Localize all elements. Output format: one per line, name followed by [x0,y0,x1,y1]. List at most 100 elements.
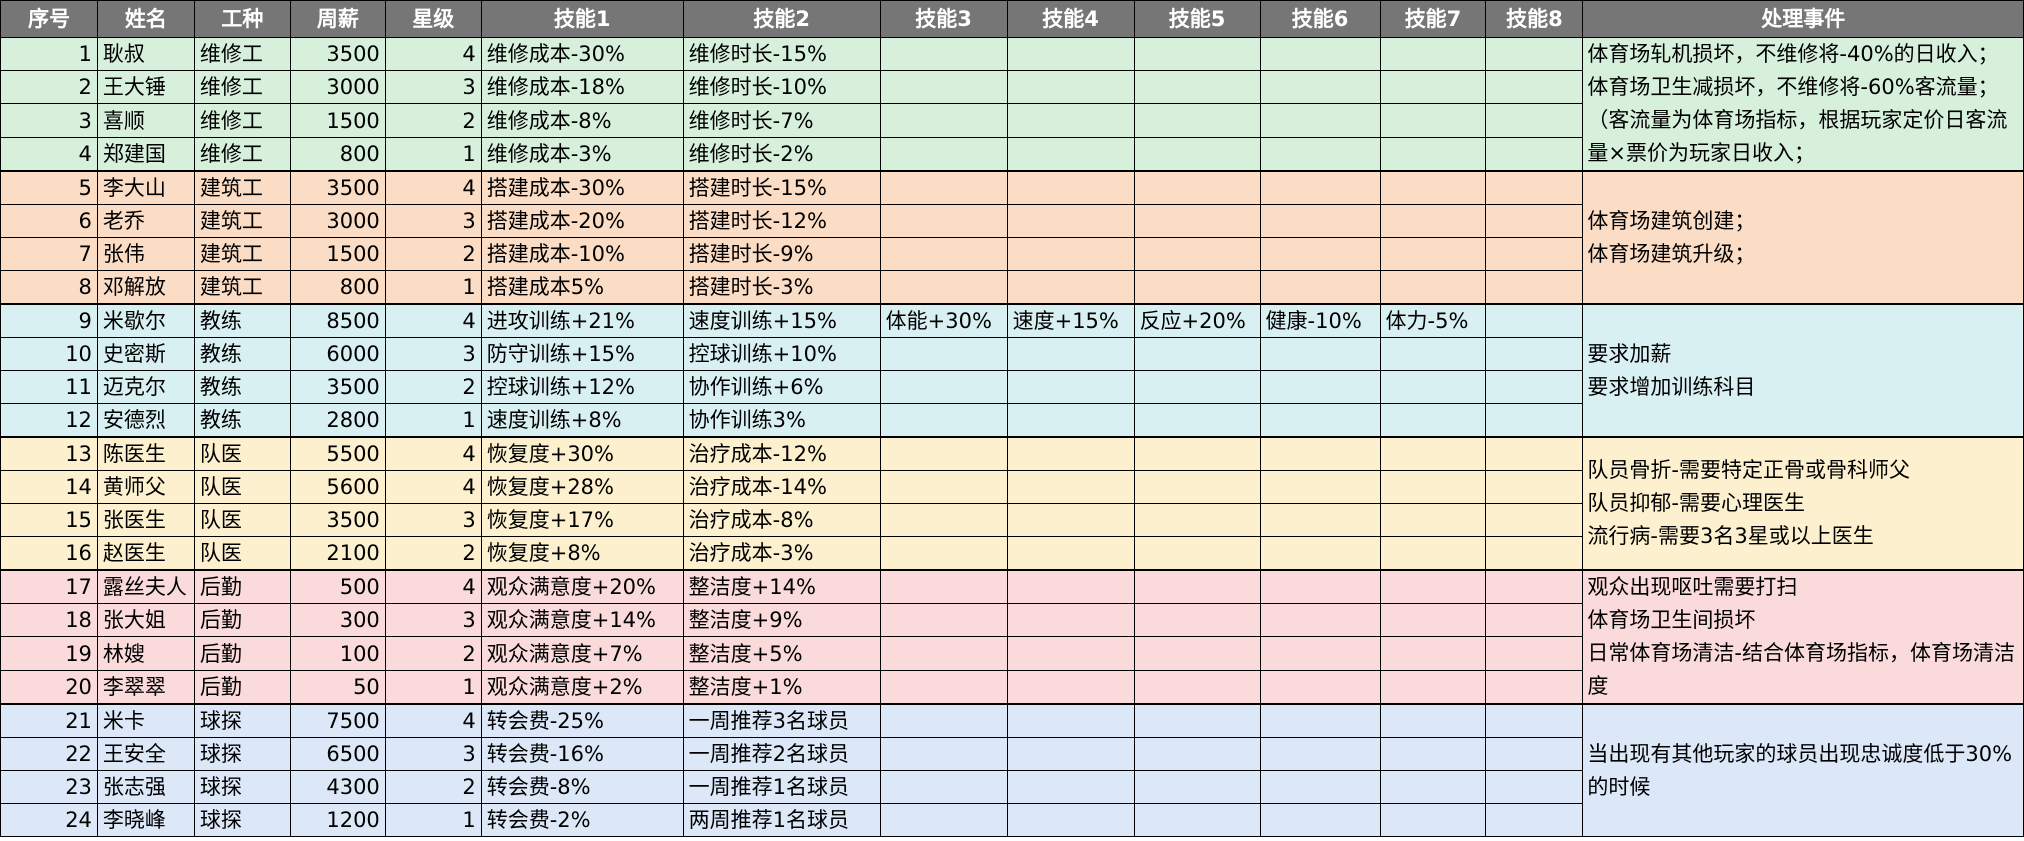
cell-skill-5[interactable] [1133,470,1261,504]
cell-star[interactable]: 3 [384,204,482,238]
cell-index[interactable]: 14 [0,470,98,504]
cell-star[interactable]: 3 [384,503,482,537]
cell-skill-1[interactable]: 维修成本-18% [480,70,684,105]
cell-skill-1[interactable]: 维修成本-30% [480,36,684,72]
cell-skill-6[interactable] [1259,103,1381,138]
cell-skill-5[interactable] [1133,569,1261,605]
cell-skill-5[interactable] [1133,36,1261,72]
cell-skill-5[interactable] [1133,436,1261,471]
cell-skill-8[interactable] [1485,470,1584,504]
cell-skill-2[interactable]: 整洁度+5% [682,636,881,671]
cell-index[interactable]: 1 [0,36,98,72]
cell-skill-5[interactable] [1133,803,1261,837]
cell-skill-2[interactable]: 搭建时长-12% [682,204,881,238]
cell-name[interactable]: 张志强 [96,770,195,804]
cell-star[interactable]: 1 [384,803,482,837]
cell-skill-3[interactable] [879,36,1008,72]
cell-skill-8[interactable] [1485,703,1584,738]
cell-skill-6[interactable] [1259,503,1381,537]
cell-skill-6[interactable] [1259,803,1381,837]
cell-skill-8[interactable] [1485,669,1584,705]
cell-name[interactable]: 老乔 [96,204,195,238]
cell-salary[interactable]: 500 [289,569,386,605]
cell-skill-1[interactable]: 搭建成本-10% [480,237,684,271]
cell-skill-5[interactable] [1133,669,1261,705]
cell-index[interactable]: 16 [0,536,98,571]
cell-skill-6[interactable] [1259,737,1381,771]
cell-skill-7[interactable] [1379,337,1487,371]
cell-skill-2[interactable]: 协作训练+6% [682,370,881,404]
cell-skill-2[interactable]: 控球训练+10% [682,337,881,371]
cell-job[interactable]: 建筑工 [193,204,291,238]
cell-skill-2[interactable]: 整洁度+14% [682,569,881,605]
cell-skill-5[interactable] [1133,403,1261,438]
cell-skill-5[interactable] [1133,170,1261,205]
cell-skill-3[interactable] [879,503,1008,537]
cell-skill-5[interactable] [1133,204,1261,238]
cell-skill-7[interactable] [1379,403,1487,438]
column-header[interactable]: 工种 [193,0,291,38]
cell-index[interactable]: 23 [0,770,98,804]
cell-skill-6[interactable] [1259,204,1381,238]
cell-skill-2[interactable]: 治疗成本-12% [682,436,881,471]
cell-skill-6[interactable] [1259,136,1381,172]
cell-skill-4[interactable] [1006,36,1135,72]
cell-skill-4[interactable] [1006,603,1135,638]
cell-skill-3[interactable] [879,436,1008,471]
cell-skill-7[interactable] [1379,470,1487,504]
cell-name[interactable]: 迈克尔 [96,370,195,404]
cell-star[interactable]: 4 [384,170,482,205]
cell-index[interactable]: 24 [0,803,98,837]
cell-name[interactable]: 米歇尔 [96,303,195,338]
cell-name[interactable]: 李晓峰 [96,803,195,837]
cell-skill-5[interactable] [1133,70,1261,105]
cell-index[interactable]: 6 [0,204,98,238]
cell-job[interactable]: 球探 [193,770,291,804]
cell-skill-6[interactable] [1259,536,1381,571]
cell-skill-3[interactable] [879,669,1008,705]
cell-name[interactable]: 李大山 [96,170,195,205]
cell-skill-3[interactable] [879,803,1008,837]
cell-name[interactable]: 赵医生 [96,536,195,571]
cell-skill-6[interactable] [1259,603,1381,638]
cell-skill-4[interactable] [1006,70,1135,105]
column-header[interactable]: 技能6 [1259,0,1381,38]
cell-name[interactable]: 王安全 [96,737,195,771]
cell-job[interactable]: 教练 [193,370,291,404]
cell-skill-2[interactable]: 维修时长-15% [682,36,881,72]
cell-skill-8[interactable] [1485,170,1584,205]
cell-skill-7[interactable] [1379,803,1487,837]
cell-index[interactable]: 2 [0,70,98,105]
cell-skill-7[interactable] [1379,370,1487,404]
cell-name[interactable]: 郑建国 [96,136,195,172]
cell-skill-4[interactable] [1006,204,1135,238]
cell-skill-2[interactable]: 整洁度+9% [682,603,881,638]
cell-index[interactable]: 3 [0,103,98,138]
cell-skill-8[interactable] [1485,569,1584,605]
cell-skill-4[interactable] [1006,803,1135,837]
cell-skill-1[interactable]: 恢复度+17% [480,503,684,537]
cell-star[interactable]: 2 [384,536,482,571]
cell-skill-4[interactable] [1006,370,1135,404]
cell-skill-1[interactable]: 转会费-8% [480,770,684,804]
cell-name[interactable]: 李翠翠 [96,669,195,705]
cell-star[interactable]: 3 [384,603,482,638]
cell-name[interactable]: 邓解放 [96,270,195,305]
cell-skill-1[interactable]: 维修成本-8% [480,103,684,138]
cell-skill-2[interactable]: 协作训练3% [682,403,881,438]
column-header[interactable]: 技能7 [1379,0,1487,38]
cell-skill-8[interactable] [1485,436,1584,471]
cell-skill-8[interactable] [1485,270,1584,305]
cell-skill-6[interactable] [1259,569,1381,605]
cell-name[interactable]: 张医生 [96,503,195,537]
cell-index[interactable]: 21 [0,703,98,738]
cell-index[interactable]: 20 [0,669,98,705]
cell-skill-5[interactable] [1133,103,1261,138]
cell-event[interactable]: 观众出现呕吐需要打扫 体育场卫生间损坏 日常体育场清洁-结合体育场指标，体育场清洁度 [1582,569,2024,705]
cell-skill-5[interactable] [1133,503,1261,537]
cell-job[interactable]: 建筑工 [193,170,291,205]
cell-name[interactable]: 林嫂 [96,636,195,671]
cell-skill-4[interactable] [1006,403,1135,438]
cell-index[interactable]: 11 [0,370,98,404]
column-header[interactable]: 技能1 [480,0,684,38]
